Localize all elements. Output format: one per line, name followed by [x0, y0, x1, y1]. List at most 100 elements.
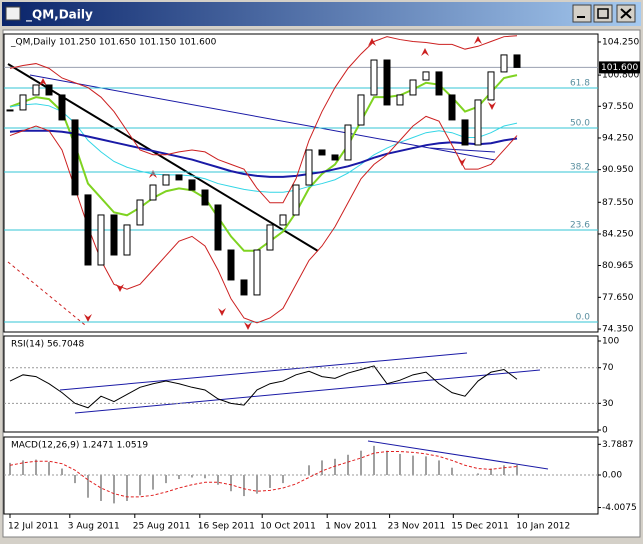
candle [201, 189, 209, 206]
candle [123, 224, 131, 256]
y-tick-label: 30 [602, 399, 614, 409]
candle [370, 59, 378, 96]
candle [110, 214, 118, 256]
candle [71, 119, 79, 196]
indicator-line [9, 129, 518, 178]
x-tick-label: 16 Sep 2011 [198, 522, 255, 532]
y-tick-label: 94.250 [602, 133, 634, 143]
y-tick-label: 74.350 [602, 325, 634, 335]
candle [409, 79, 417, 96]
y-tick-label: 3.7887 [602, 440, 634, 450]
indicator-line [9, 103, 518, 193]
candle [448, 94, 456, 121]
trend-line [429, 147, 496, 153]
last-price-label: 101.600 [601, 63, 638, 73]
y-tick-label: 0.00 [602, 471, 622, 481]
candle [474, 99, 482, 146]
y-tick-label: 100.800 [602, 71, 639, 81]
signal-line [9, 451, 518, 498]
candle [45, 84, 53, 96]
candle [58, 94, 66, 121]
candle [136, 199, 144, 226]
candle [422, 71, 430, 81]
candle [19, 94, 27, 111]
zigzag-line [7, 261, 86, 326]
rsi-line [9, 365, 518, 409]
chart-area [2, 29, 641, 538]
y-tick-label: 0 [602, 426, 608, 436]
title-bar [2, 2, 641, 26]
fractal-up [474, 36, 482, 44]
candle [500, 54, 508, 73]
fractal-down [218, 308, 226, 316]
window-icon [5, 6, 21, 21]
close-icon [620, 8, 632, 19]
fib-label: 0.0 [576, 313, 591, 323]
fib-label: 23.6 [570, 220, 590, 230]
x-tick-label: 10 Oct 2011 [260, 522, 316, 532]
maximize-button[interactable] [593, 4, 613, 23]
candle [487, 71, 495, 101]
y-tick-label: 80.965 [602, 261, 634, 271]
fractal-up [368, 38, 376, 46]
indicator-line [9, 74, 518, 252]
x-tick-label: 1 Nov 2011 [325, 522, 377, 532]
fractal-down [488, 102, 496, 110]
fractal-up [421, 48, 429, 56]
x-tick-label: 23 Nov 2011 [388, 522, 446, 532]
candle [318, 149, 326, 156]
indicator-line [9, 35, 518, 204]
candle [266, 224, 274, 251]
window-title: _QM,Daily [26, 8, 93, 23]
candle [6, 109, 14, 112]
rsi-panel [3, 335, 599, 433]
candle [240, 279, 248, 296]
candle [331, 154, 339, 161]
indicator-line [9, 115, 518, 324]
y-tick-label: 70 [602, 363, 614, 373]
candle [435, 71, 443, 96]
candle [162, 174, 170, 186]
candle [357, 94, 365, 126]
fractal-up [39, 78, 47, 86]
fib-label: 50.0 [570, 118, 590, 128]
candle [396, 94, 404, 106]
y-tick-label: 90.950 [602, 165, 634, 175]
last-price-box [599, 61, 640, 74]
candle [97, 214, 105, 266]
candle [188, 179, 196, 191]
candle [214, 204, 222, 251]
candle [305, 149, 313, 186]
candle [292, 184, 300, 216]
candle [279, 214, 287, 226]
candle [253, 249, 261, 296]
y-tick-label: -4.0075 [602, 503, 637, 513]
panel-title: MACD(12,26,9) 1.2471 1.0519 [11, 441, 148, 451]
y-tick-label: 100 [602, 336, 619, 346]
rsi-trend-line [59, 352, 468, 391]
fib-label: 61.8 [570, 78, 590, 88]
rsi-trend-line [74, 369, 541, 414]
fib-label: 38.2 [570, 163, 590, 173]
panel-title: _QM,Daily 101.250 101.650 101.150 101.60… [10, 38, 217, 48]
panel-title: RSI(14) 56.7048 [11, 340, 84, 350]
y-tick-label: 77.650 [602, 293, 634, 303]
x-tick-label: 25 Aug 2011 [133, 522, 191, 532]
minimize-button[interactable] [572, 4, 592, 23]
candle [227, 249, 235, 281]
x-tick-label: 3 Aug 2011 [68, 522, 120, 532]
fractal-down [84, 314, 92, 322]
x-tick-label: 10 Jan 2012 [516, 522, 570, 532]
y-tick-label: 87.550 [602, 198, 634, 208]
y-tick-label: 97.550 [602, 102, 634, 112]
window-buttons [572, 4, 636, 23]
macd-trend-line [367, 440, 549, 470]
candle [344, 124, 352, 161]
candle [461, 119, 469, 146]
price-panel [3, 33, 599, 333]
candle [175, 174, 183, 181]
fractal-down [244, 322, 252, 330]
candle [149, 184, 157, 201]
